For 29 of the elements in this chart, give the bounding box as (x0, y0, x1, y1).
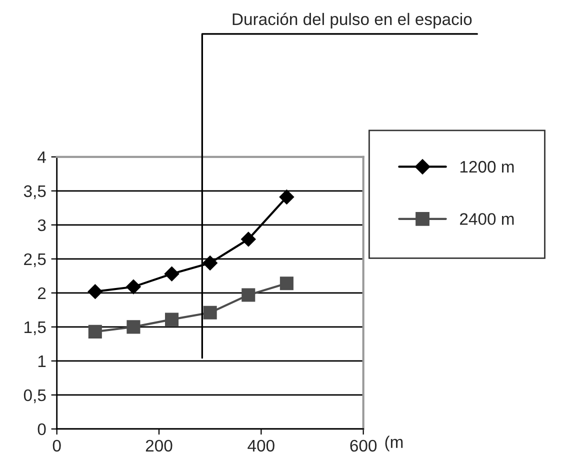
x-axis-title: (m (385, 436, 403, 452)
x-tick-label: 400 (248, 440, 274, 452)
point (202, 256, 218, 270)
x-tick-label: 0 (52, 440, 61, 452)
y-tick-label: 0,5 (24, 389, 46, 404)
point (88, 284, 103, 299)
y-tick-label: 4 (38, 151, 46, 163)
point (279, 190, 294, 204)
text: Duración del pulso en el espacio (232, 12, 472, 28)
y-tick-label: 0 (38, 423, 46, 436)
point (242, 288, 256, 302)
y-tick-label: 3,5 (24, 185, 46, 200)
point (240, 232, 256, 247)
point (164, 266, 180, 282)
x-tick-label: 200 (146, 440, 172, 452)
y-tick-label: 3 (38, 219, 46, 232)
point (126, 279, 141, 294)
legend-label: 2400 m (460, 213, 514, 225)
x-tick-label: 600 (350, 440, 377, 452)
point (280, 276, 294, 290)
point (88, 324, 102, 338)
y-tick-label: 2,5 (24, 253, 46, 268)
y-tick-label: 1 (38, 356, 46, 367)
point (165, 312, 179, 326)
point (126, 320, 140, 334)
legend-label: 1200 m (460, 160, 514, 173)
point (203, 306, 217, 320)
y-tick-label: 2 (38, 287, 46, 299)
y-tick-label: 1,5 (24, 322, 46, 336)
